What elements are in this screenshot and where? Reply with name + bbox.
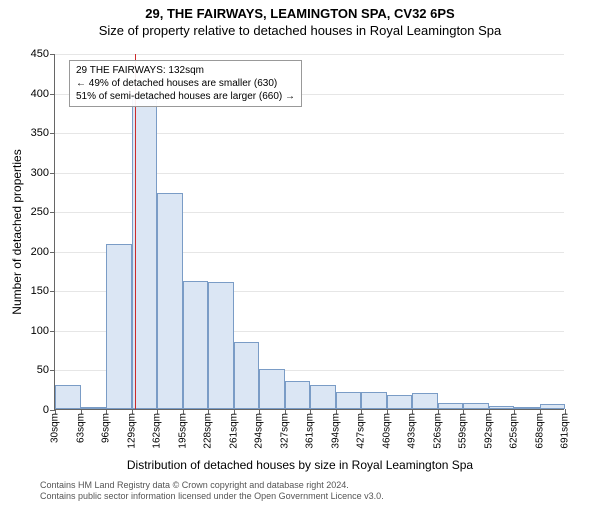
- annotation-line1: 29 THE FAIRWAYS: 132sqm: [76, 64, 295, 77]
- y-tick-mark: [50, 133, 55, 134]
- histogram-bar: [310, 385, 336, 409]
- y-tick-label: 250: [31, 206, 49, 218]
- y-tick-label: 450: [31, 48, 49, 60]
- annotation-line2: ← 49% of detached houses are smaller (63…: [76, 77, 295, 90]
- x-tick-label: 361sqm: [305, 413, 316, 449]
- x-tick-label: 327sqm: [279, 413, 290, 449]
- y-tick-mark: [50, 331, 55, 332]
- histogram-bar: [81, 407, 107, 409]
- gridline-h: [55, 54, 564, 55]
- annotation-line3: 51% of semi-detached houses are larger (…: [76, 90, 295, 103]
- x-tick-label: 96sqm: [101, 413, 112, 443]
- x-tick-label: 162sqm: [152, 413, 163, 449]
- x-tick-label: 228sqm: [203, 413, 214, 449]
- y-tick-mark: [50, 252, 55, 253]
- histogram-bar: [285, 381, 311, 409]
- y-tick-mark: [50, 173, 55, 174]
- x-tick-label: 460sqm: [381, 413, 392, 449]
- y-tick-label: 300: [31, 167, 49, 179]
- chart-area: 05010015020025030035040045030sqm63sqm96s…: [54, 54, 564, 410]
- histogram-bar: [361, 392, 387, 409]
- histogram-bar: [540, 404, 566, 409]
- histogram-bar: [489, 406, 515, 409]
- x-tick-label: 394sqm: [330, 413, 341, 449]
- x-tick-label: 625sqm: [509, 413, 520, 449]
- histogram-bar: [234, 342, 260, 409]
- histogram-bar: [463, 403, 489, 409]
- x-tick-label: 526sqm: [432, 413, 443, 449]
- y-tick-label: 50: [37, 364, 49, 376]
- chart-title-line2: Size of property relative to detached ho…: [0, 23, 600, 38]
- x-axis-label: Distribution of detached houses by size …: [0, 458, 600, 472]
- attribution-line2: Contains public sector information licen…: [40, 491, 384, 502]
- y-tick-label: 150: [31, 285, 49, 297]
- y-axis-label: Number of detached properties: [10, 149, 24, 314]
- plot-area: 05010015020025030035040045030sqm63sqm96s…: [54, 54, 564, 410]
- x-tick-label: 658sqm: [534, 413, 545, 449]
- y-tick-label: 350: [31, 127, 49, 139]
- x-tick-label: 559sqm: [458, 413, 469, 449]
- x-tick-label: 493sqm: [407, 413, 418, 449]
- x-tick-label: 129sqm: [126, 413, 137, 449]
- x-tick-label: 195sqm: [177, 413, 188, 449]
- histogram-bar: [157, 193, 183, 409]
- y-tick-label: 100: [31, 325, 49, 337]
- y-tick-label: 400: [31, 88, 49, 100]
- x-tick-label: 63sqm: [75, 413, 86, 443]
- histogram-bar: [106, 244, 132, 409]
- histogram-bar: [259, 369, 285, 409]
- x-tick-label: 294sqm: [254, 413, 265, 449]
- annotation-box: 29 THE FAIRWAYS: 132sqm← 49% of detached…: [69, 60, 302, 107]
- attribution-line1: Contains HM Land Registry data © Crown c…: [40, 480, 384, 491]
- y-tick-mark: [50, 54, 55, 55]
- histogram-bar: [208, 282, 234, 409]
- y-tick-mark: [50, 94, 55, 95]
- x-tick-label: 592sqm: [483, 413, 494, 449]
- histogram-bar: [438, 403, 464, 409]
- y-tick-mark: [50, 212, 55, 213]
- x-tick-label: 30sqm: [50, 413, 61, 443]
- chart-title-line1: 29, THE FAIRWAYS, LEAMINGTON SPA, CV32 6…: [0, 6, 600, 21]
- histogram-bar: [336, 392, 362, 409]
- histogram-bar: [514, 407, 540, 409]
- y-tick-label: 200: [31, 246, 49, 258]
- histogram-bar: [183, 281, 209, 409]
- y-tick-mark: [50, 291, 55, 292]
- x-tick-label: 691sqm: [560, 413, 571, 449]
- y-tick-mark: [50, 370, 55, 371]
- property-marker-line: [135, 54, 136, 409]
- x-tick-label: 427sqm: [356, 413, 367, 449]
- histogram-bar: [55, 385, 81, 409]
- attribution-text: Contains HM Land Registry data © Crown c…: [40, 480, 384, 502]
- y-tick-label: 0: [43, 404, 49, 416]
- histogram-bar: [387, 395, 413, 409]
- x-tick-label: 261sqm: [228, 413, 239, 449]
- histogram-bar: [412, 393, 438, 409]
